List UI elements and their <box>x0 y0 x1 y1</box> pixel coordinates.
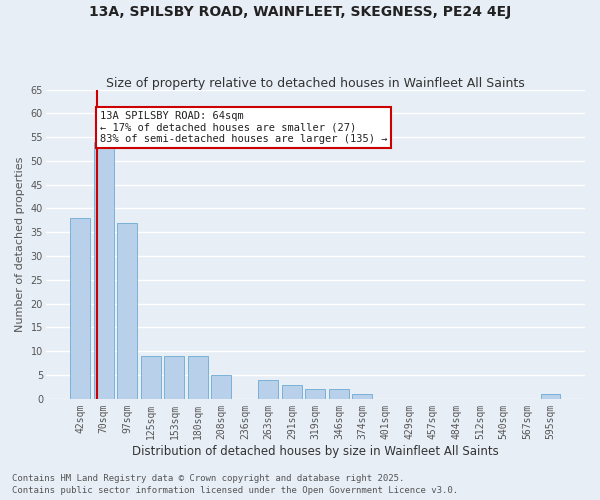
Bar <box>118 223 137 399</box>
Bar <box>141 356 161 399</box>
Bar <box>164 356 184 399</box>
Title: Size of property relative to detached houses in Wainfleet All Saints: Size of property relative to detached ho… <box>106 76 525 90</box>
Bar <box>305 390 325 399</box>
Bar <box>259 380 278 399</box>
Bar <box>94 142 114 399</box>
Y-axis label: Number of detached properties: Number of detached properties <box>15 156 25 332</box>
Bar <box>211 375 232 399</box>
Bar <box>541 394 560 399</box>
Text: 13A SPILSBY ROAD: 64sqm
← 17% of detached houses are smaller (27)
83% of semi-de: 13A SPILSBY ROAD: 64sqm ← 17% of detache… <box>100 111 388 144</box>
X-axis label: Distribution of detached houses by size in Wainfleet All Saints: Distribution of detached houses by size … <box>132 444 499 458</box>
Text: 13A, SPILSBY ROAD, WAINFLEET, SKEGNESS, PE24 4EJ: 13A, SPILSBY ROAD, WAINFLEET, SKEGNESS, … <box>89 5 511 19</box>
Bar <box>188 356 208 399</box>
Bar <box>282 384 302 399</box>
Bar <box>70 218 91 399</box>
Text: Contains HM Land Registry data © Crown copyright and database right 2025.
Contai: Contains HM Land Registry data © Crown c… <box>12 474 458 495</box>
Bar <box>329 390 349 399</box>
Bar <box>352 394 373 399</box>
